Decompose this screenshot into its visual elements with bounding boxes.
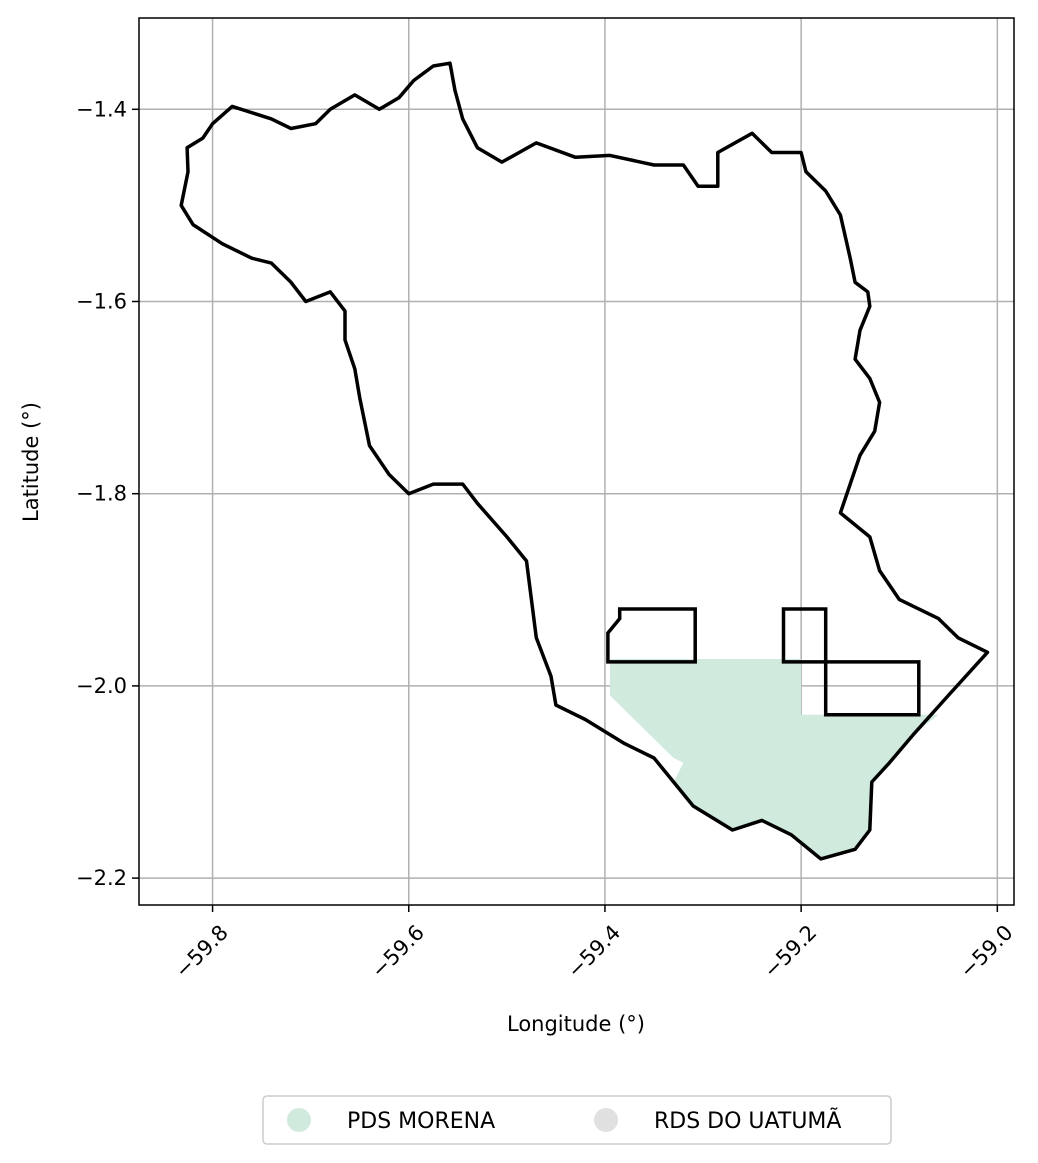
y-axis-label: Latitude (°) bbox=[19, 402, 43, 522]
pds-morena-area bbox=[609, 659, 939, 859]
legend-marker-rds-do-uatuma bbox=[594, 1108, 618, 1132]
parcel-outline-2 bbox=[823, 660, 921, 717]
legend-label-rds-do-uatuma: RDS DO UATUMÃ bbox=[654, 1107, 841, 1134]
plot-frame bbox=[138, 17, 1015, 906]
rds-do-uatuma-boundary bbox=[179, 61, 990, 861]
x-axis-label: Longitude (°) bbox=[507, 1012, 645, 1036]
y-tick-label-0: −1.4 bbox=[76, 97, 127, 121]
parcel-outline-0 bbox=[606, 607, 697, 664]
legend-label-pds-morena: PDS MORENA bbox=[347, 1109, 495, 1134]
y-axis-ticks: −1.4 −1.6 −1.8 −2.0 −2.2 bbox=[76, 97, 139, 890]
y-tick-label-1: −1.6 bbox=[76, 289, 127, 313]
y-tick-label-3: −2.0 bbox=[76, 674, 127, 698]
legend-frame bbox=[262, 1095, 892, 1145]
grid-lines bbox=[139, 18, 1014, 905]
legend-marker-pds-morena bbox=[287, 1108, 311, 1132]
filled-areas bbox=[609, 659, 939, 859]
boundary-outlines bbox=[179, 61, 990, 861]
y-tick-label-2: −1.8 bbox=[76, 482, 127, 506]
legend: PDS MORENA RDS DO UATUMÃ bbox=[262, 1095, 892, 1145]
y-tick-label-4: −2.2 bbox=[76, 866, 127, 890]
